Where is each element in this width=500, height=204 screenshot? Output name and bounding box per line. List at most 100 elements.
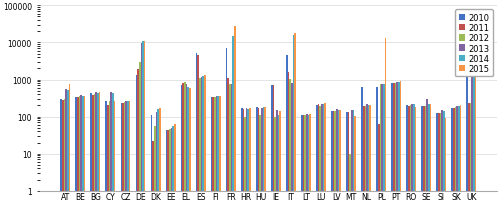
- Bar: [376, 88, 378, 204]
- Bar: [189, 88, 190, 204]
- Bar: [157, 110, 159, 204]
- Bar: [324, 104, 326, 204]
- Bar: [226, 48, 228, 204]
- Bar: [144, 42, 146, 204]
- Bar: [413, 105, 414, 204]
- Bar: [136, 76, 137, 204]
- Bar: [406, 105, 408, 204]
- Bar: [353, 111, 354, 204]
- Bar: [278, 116, 279, 204]
- Bar: [340, 110, 341, 204]
- Bar: [363, 107, 364, 204]
- Bar: [219, 97, 220, 204]
- Bar: [408, 106, 410, 204]
- Bar: [150, 115, 152, 204]
- Bar: [392, 84, 393, 204]
- Bar: [140, 44, 142, 204]
- Bar: [264, 108, 266, 204]
- Bar: [196, 54, 198, 204]
- Bar: [334, 111, 336, 204]
- Bar: [440, 114, 442, 204]
- Bar: [261, 108, 262, 204]
- Bar: [412, 105, 413, 204]
- Bar: [96, 93, 97, 204]
- Bar: [400, 81, 401, 204]
- Bar: [64, 99, 66, 204]
- Bar: [142, 42, 144, 204]
- Bar: [212, 98, 214, 204]
- Bar: [199, 79, 200, 204]
- Bar: [218, 97, 219, 204]
- Bar: [80, 96, 82, 204]
- Bar: [180, 85, 182, 204]
- Bar: [458, 107, 460, 204]
- Bar: [302, 116, 304, 204]
- Bar: [106, 102, 107, 204]
- Bar: [378, 124, 380, 204]
- Bar: [455, 108, 456, 204]
- Bar: [414, 108, 416, 204]
- Bar: [436, 114, 438, 204]
- Bar: [156, 113, 157, 204]
- Bar: [241, 109, 242, 204]
- Bar: [331, 111, 333, 204]
- Bar: [350, 154, 351, 204]
- Bar: [460, 105, 462, 204]
- Bar: [351, 111, 353, 204]
- Bar: [139, 62, 140, 204]
- Bar: [258, 109, 259, 204]
- Bar: [398, 83, 400, 204]
- Bar: [62, 101, 64, 204]
- Bar: [468, 103, 470, 204]
- Bar: [112, 94, 114, 204]
- Bar: [229, 84, 231, 204]
- Bar: [259, 116, 261, 204]
- Bar: [466, 67, 468, 204]
- Bar: [169, 130, 170, 204]
- Bar: [322, 104, 324, 204]
- Bar: [384, 38, 386, 204]
- Bar: [438, 114, 440, 204]
- Bar: [348, 113, 350, 204]
- Bar: [318, 105, 320, 204]
- Bar: [244, 118, 246, 204]
- Bar: [361, 88, 363, 204]
- Bar: [166, 130, 168, 204]
- Bar: [92, 95, 94, 204]
- Bar: [354, 116, 356, 204]
- Bar: [198, 56, 199, 204]
- Bar: [60, 100, 62, 204]
- Bar: [381, 84, 383, 204]
- Bar: [394, 83, 396, 204]
- Bar: [94, 94, 96, 204]
- Bar: [428, 104, 430, 204]
- Bar: [443, 112, 444, 204]
- Bar: [308, 115, 310, 204]
- Bar: [286, 56, 288, 204]
- Bar: [472, 63, 473, 204]
- Bar: [310, 115, 311, 204]
- Bar: [228, 79, 229, 204]
- Bar: [290, 79, 291, 204]
- Bar: [109, 102, 110, 204]
- Bar: [127, 101, 129, 204]
- Bar: [186, 84, 188, 204]
- Bar: [470, 103, 472, 204]
- Legend: 2010, 2011, 2012, 2013, 2014, 2015: 2010, 2011, 2012, 2013, 2014, 2015: [456, 10, 493, 77]
- Bar: [262, 108, 264, 204]
- Bar: [211, 98, 212, 204]
- Bar: [126, 101, 127, 204]
- Bar: [453, 108, 455, 204]
- Bar: [200, 77, 202, 204]
- Bar: [214, 97, 216, 204]
- Bar: [124, 102, 126, 204]
- Bar: [279, 111, 281, 204]
- Bar: [396, 83, 398, 204]
- Bar: [291, 83, 292, 204]
- Bar: [452, 108, 453, 204]
- Bar: [424, 106, 426, 204]
- Bar: [114, 101, 116, 204]
- Bar: [473, 60, 475, 204]
- Bar: [98, 93, 100, 204]
- Bar: [276, 111, 278, 204]
